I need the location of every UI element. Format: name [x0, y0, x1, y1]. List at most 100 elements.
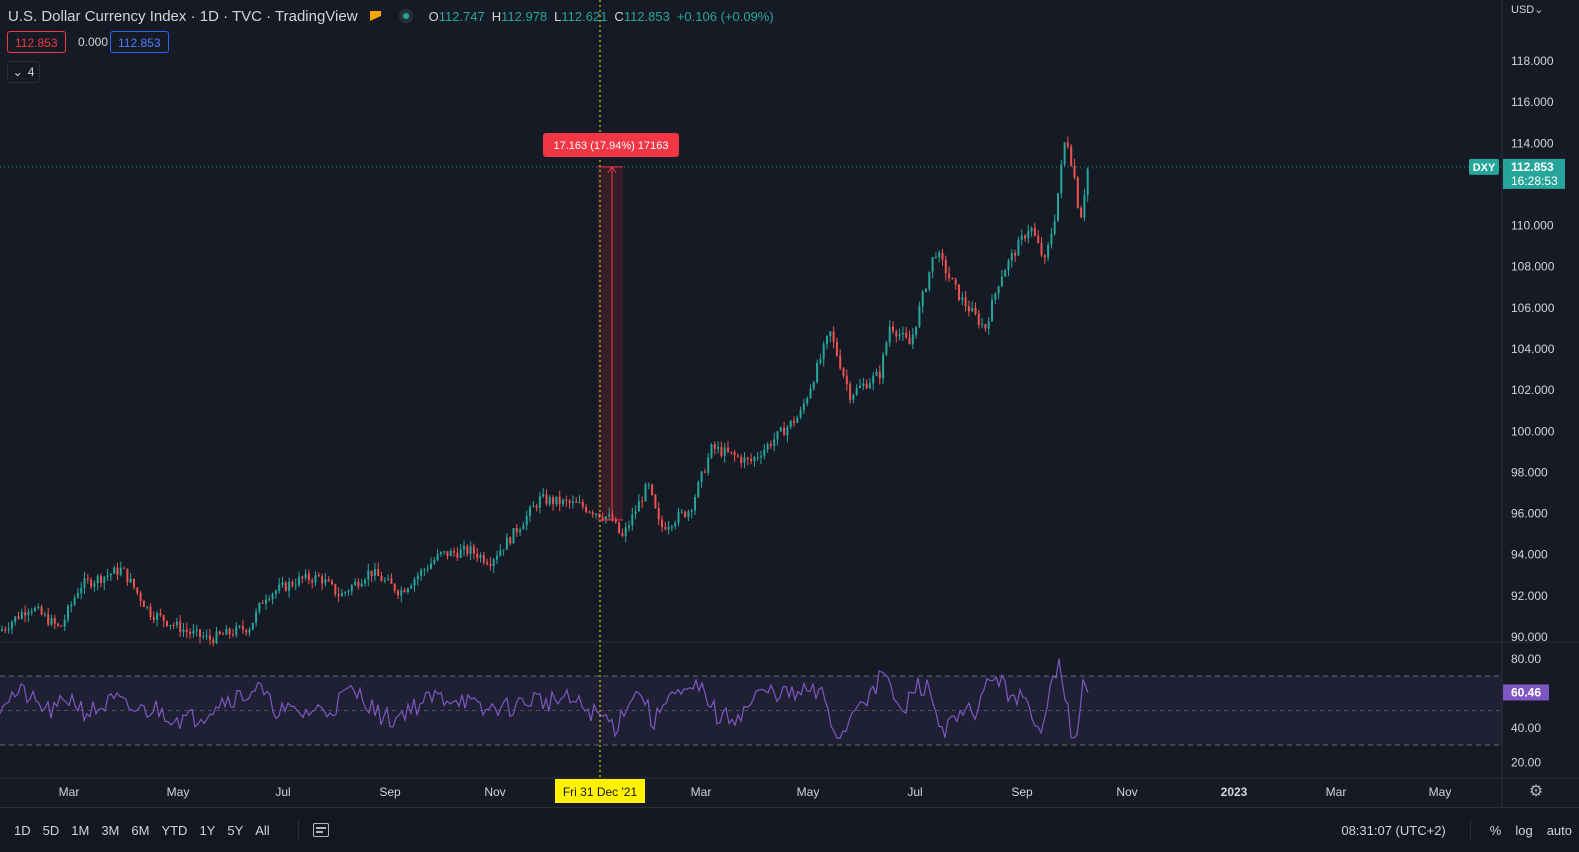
candle	[862, 377, 865, 391]
candle-body	[156, 613, 159, 620]
last-price-text: 112.853	[1511, 160, 1554, 174]
candle-body	[459, 549, 462, 558]
price-tick-label: 118.000	[1511, 54, 1554, 68]
symbol-title[interactable]: U.S. Dollar Currency Index · 1D · TVC · …	[8, 7, 358, 25]
candle-body	[694, 497, 696, 511]
candle-body	[707, 457, 710, 473]
candle-body	[730, 451, 733, 453]
percent-scale-toggle[interactable]: %	[1489, 822, 1502, 838]
candle-body	[377, 568, 380, 577]
measure-label-box	[543, 133, 679, 157]
candle	[1086, 167, 1089, 202]
candle-body	[344, 591, 347, 594]
candle	[251, 622, 254, 631]
candle-body	[235, 626, 238, 635]
candle	[357, 578, 360, 590]
candle	[644, 482, 647, 502]
candle-body	[208, 635, 211, 640]
candle	[786, 424, 789, 443]
candle-body	[479, 554, 482, 559]
candle-body	[202, 636, 205, 638]
candle-body	[967, 306, 970, 312]
candle-body	[304, 573, 307, 579]
range-all-button[interactable]: All	[255, 822, 270, 838]
candle	[799, 406, 802, 420]
candle	[552, 495, 555, 511]
price-tick-label: 92.000	[1511, 589, 1548, 603]
candle-body	[670, 526, 673, 528]
sell-button[interactable]: 112.853	[7, 31, 66, 53]
candle-body	[258, 602, 261, 612]
candle	[195, 624, 198, 637]
candle	[951, 277, 954, 280]
candle	[634, 505, 637, 520]
candle	[637, 494, 640, 512]
candle-body	[278, 584, 281, 591]
market-status-icon[interactable]	[398, 9, 413, 23]
range-ytd-button[interactable]: YTD	[161, 822, 188, 838]
candle-body	[538, 496, 541, 508]
price-tick-label: 96.000	[1511, 507, 1548, 521]
candle	[40, 604, 43, 616]
candle-body	[199, 629, 201, 637]
candle-body	[826, 336, 828, 345]
candle	[274, 589, 277, 599]
candle	[872, 372, 875, 391]
candle	[208, 628, 211, 645]
chart-canvas[interactable]: 118.000116.000114.000112.000110.000108.0…	[0, 0, 1579, 807]
candle-body	[397, 590, 399, 596]
range-1d-button[interactable]: 1D	[14, 822, 31, 838]
candle	[265, 594, 267, 610]
candle-body	[129, 578, 132, 583]
range-3m-button[interactable]: 3M	[101, 822, 120, 838]
candle	[100, 573, 102, 588]
candle	[783, 421, 786, 436]
candle-body	[109, 573, 112, 576]
candle	[192, 624, 195, 638]
candle-body	[895, 331, 898, 337]
range-5d-button[interactable]: 5D	[42, 822, 60, 838]
currency-selector[interactable]: USD⌄	[1511, 3, 1543, 16]
candle	[1033, 222, 1036, 237]
candle-body	[575, 501, 578, 503]
indicators-toggle-button[interactable]: ⌄ 4	[7, 61, 40, 83]
candle-body	[944, 259, 947, 274]
candle	[169, 624, 172, 631]
candle-body	[740, 456, 743, 463]
candle-body	[373, 568, 376, 577]
calendar-icon[interactable]	[312, 823, 329, 837]
candle-body	[674, 522, 677, 527]
candle-body	[212, 639, 215, 644]
candle	[1043, 253, 1046, 265]
candle	[545, 489, 548, 506]
range-1y-button[interactable]: 1Y	[199, 822, 216, 838]
candle-body	[872, 375, 875, 384]
range-5y-button[interactable]: 5Y	[227, 822, 244, 838]
candle	[538, 492, 541, 514]
candle	[83, 571, 86, 594]
candle	[948, 266, 951, 282]
candle-body	[251, 622, 254, 630]
candle	[981, 317, 984, 329]
candle-body	[1073, 165, 1076, 178]
candle-body	[839, 355, 842, 369]
clock-display[interactable]: 08:31:07 (UTC+2)	[1341, 822, 1446, 838]
candle	[413, 577, 416, 592]
log-scale-toggle[interactable]: log	[1515, 822, 1533, 838]
range-1m-button[interactable]: 1M	[71, 822, 90, 838]
range-6m-button[interactable]: 6M	[131, 822, 150, 838]
candle-body	[469, 546, 472, 555]
settings-gear-icon[interactable]: ⚙	[1528, 783, 1544, 800]
flag-icon[interactable]	[369, 11, 381, 21]
countdown-text: 16:28:53	[1511, 174, 1558, 188]
candle	[70, 601, 73, 613]
candle-body	[416, 575, 419, 580]
candle-body	[931, 257, 934, 272]
candle-body	[492, 559, 495, 567]
buy-button[interactable]: 112.853	[110, 31, 169, 53]
candle	[245, 628, 248, 637]
candle	[568, 498, 571, 509]
candle	[327, 576, 330, 582]
candle	[463, 540, 465, 557]
auto-scale-toggle[interactable]: auto	[1546, 822, 1572, 838]
